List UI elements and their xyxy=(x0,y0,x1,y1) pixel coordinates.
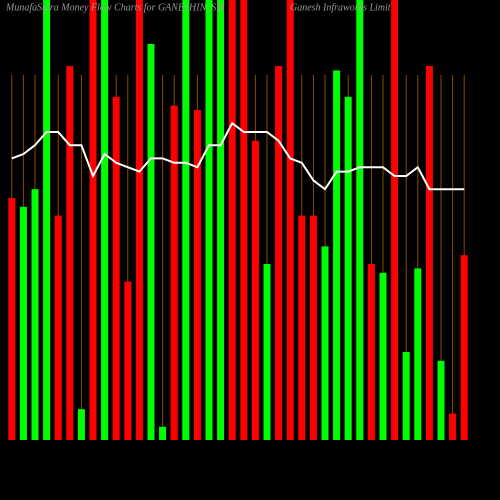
bar xyxy=(8,198,16,440)
bar xyxy=(379,272,387,440)
bar xyxy=(425,66,433,440)
bar xyxy=(101,0,109,440)
bar xyxy=(217,0,225,440)
bar xyxy=(275,66,283,440)
bar xyxy=(437,360,445,440)
bar xyxy=(31,189,39,440)
bar xyxy=(170,105,178,440)
bar xyxy=(159,426,167,440)
bar xyxy=(43,0,51,440)
bar xyxy=(147,44,155,440)
bar xyxy=(402,352,410,440)
bar xyxy=(66,66,74,440)
bar xyxy=(298,215,306,440)
bar xyxy=(460,255,468,440)
bar xyxy=(193,110,201,440)
bar xyxy=(205,0,213,440)
bar xyxy=(77,409,85,440)
bar xyxy=(449,413,457,440)
bar xyxy=(414,268,422,440)
bar xyxy=(263,264,271,440)
bar xyxy=(251,140,259,441)
bar xyxy=(321,246,329,440)
bar xyxy=(124,281,132,440)
bar xyxy=(391,0,399,440)
bar xyxy=(344,96,352,441)
bar xyxy=(112,96,120,441)
bar xyxy=(309,215,317,440)
bar xyxy=(286,0,294,440)
chart-title: MunafaSutra Money Flow Charts for GANESH… xyxy=(5,2,225,13)
bar xyxy=(240,0,248,440)
bar xyxy=(89,0,97,440)
chart-subtitle: Ganesh Infraworks Limit xyxy=(290,2,391,13)
bar xyxy=(228,0,236,440)
bar xyxy=(182,0,190,440)
bar xyxy=(333,70,341,441)
flow-line xyxy=(11,121,465,191)
bar xyxy=(367,264,375,440)
bar xyxy=(135,0,143,440)
bar xyxy=(19,206,27,440)
bar xyxy=(356,0,364,440)
bar xyxy=(54,215,62,440)
